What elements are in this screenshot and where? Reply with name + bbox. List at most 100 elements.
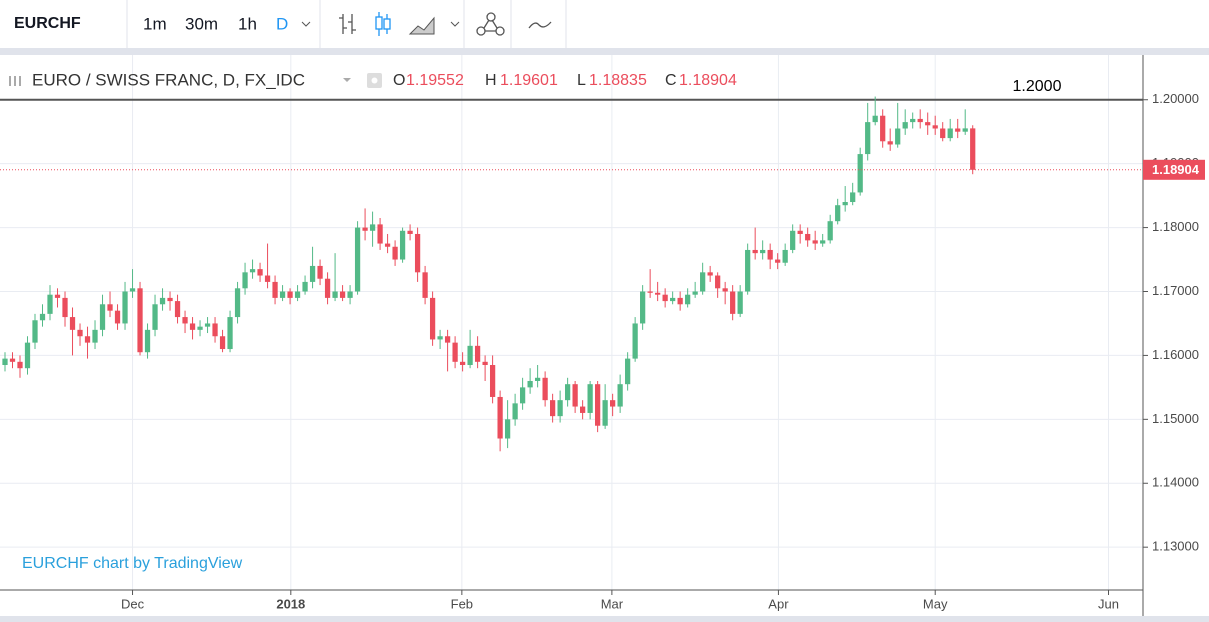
candle-body — [69, 317, 76, 330]
y-tick-label: 1.20000 — [1152, 91, 1199, 106]
candle-body — [880, 115, 886, 142]
ohlc-value: 1.19601 — [500, 72, 558, 89]
candle-body — [595, 384, 601, 426]
candle-body — [662, 294, 668, 302]
candle-body — [272, 281, 278, 298]
candle-body — [489, 365, 496, 397]
candle-body — [362, 227, 368, 231]
area-icon[interactable] — [408, 16, 435, 35]
candle-body — [820, 240, 826, 244]
candle-body — [902, 122, 908, 129]
candle-body — [895, 128, 901, 145]
dropdown-arrow[interactable] — [450, 21, 460, 27]
candle-body — [887, 141, 893, 145]
candle-body — [474, 345, 481, 362]
candle-body — [707, 272, 713, 276]
candle-body — [549, 400, 556, 417]
candle-body — [204, 323, 211, 327]
candle-body — [444, 336, 451, 343]
x-tick-label: Mar — [601, 596, 624, 611]
candle-body — [647, 291, 653, 293]
candle-body — [542, 377, 548, 401]
grid — [0, 55, 1143, 590]
candle-body — [32, 320, 38, 343]
candle-body — [129, 288, 136, 292]
candle-body — [685, 294, 691, 305]
candle-body — [39, 313, 46, 321]
candle-body — [610, 400, 616, 407]
candle-body — [767, 249, 773, 260]
candle-body — [47, 294, 53, 314]
candle-body — [557, 400, 563, 417]
candle-body — [77, 329, 83, 337]
candle-body — [62, 297, 68, 318]
candle-body — [212, 323, 218, 337]
candles-icon[interactable] — [375, 12, 391, 36]
candle-body — [122, 291, 128, 324]
candle-body — [467, 345, 473, 366]
candle-body — [174, 301, 181, 318]
candle-body — [872, 115, 878, 123]
candle-body — [512, 403, 518, 420]
candle-body — [422, 272, 428, 298]
candle-body — [917, 118, 923, 123]
x-tick-label: Jun — [1098, 596, 1119, 611]
eye-icon — [371, 77, 378, 84]
x-tick-label: May — [923, 596, 948, 611]
candle-body — [392, 246, 398, 260]
interval[interactable]: 30m — [185, 14, 218, 33]
interval[interactable]: 1m — [143, 14, 167, 33]
symbol[interactable]: EURCHF — [14, 15, 81, 32]
candle-body — [962, 128, 968, 132]
interval-active[interactable]: D — [276, 14, 288, 33]
candle-body — [602, 400, 608, 426]
y-tick-label: 1.15000 — [1152, 411, 1199, 426]
candle-body — [197, 326, 203, 330]
candle-body — [640, 291, 646, 324]
dropdown-arrow[interactable] — [343, 78, 351, 82]
candle-body — [850, 192, 856, 203]
ohlc-key: O — [393, 72, 405, 89]
toolbar — [0, 0, 1209, 48]
candle-body — [294, 291, 301, 298]
candle-body — [219, 336, 226, 350]
candle-body — [114, 310, 121, 324]
candle-body — [84, 336, 91, 343]
compare-icon[interactable] — [528, 21, 552, 29]
candle-body — [482, 361, 488, 366]
candle-body — [377, 224, 383, 244]
ohlc-value: 1.18835 — [589, 72, 647, 89]
legend-handle[interactable] — [9, 76, 21, 86]
candle-body — [347, 291, 353, 298]
candle-body — [137, 288, 143, 353]
candle-body — [782, 249, 788, 263]
candle-body — [940, 128, 946, 139]
candle-body — [504, 419, 511, 439]
candle-body — [407, 230, 413, 234]
candle-body — [257, 269, 263, 276]
candle-body — [302, 281, 308, 292]
y-tick-label: 1.18000 — [1152, 219, 1199, 234]
candle-body — [580, 406, 586, 413]
ohlc-value: 1.19552 — [406, 72, 464, 89]
candle-body — [159, 297, 166, 305]
candle-body — [234, 288, 241, 318]
candle-body — [144, 329, 151, 353]
candle-body — [670, 297, 676, 302]
candle-body — [249, 269, 256, 273]
watermark[interactable]: EURCHF chart by TradingView — [22, 555, 243, 572]
interval[interactable]: 1h — [238, 14, 257, 33]
candle-body — [857, 154, 863, 193]
candle-body — [564, 384, 571, 401]
candle-body — [279, 291, 286, 298]
candle-body — [182, 317, 188, 324]
indicators-icon[interactable] — [476, 12, 505, 36]
dropdown-arrow[interactable] — [301, 21, 311, 27]
candle-body — [227, 317, 233, 350]
bars-icon[interactable] — [339, 14, 356, 34]
candle-body — [339, 291, 346, 298]
candle-body — [242, 272, 248, 289]
x-tick-label: Feb — [451, 596, 473, 611]
candle-body — [932, 125, 938, 129]
candle-body — [752, 249, 758, 254]
